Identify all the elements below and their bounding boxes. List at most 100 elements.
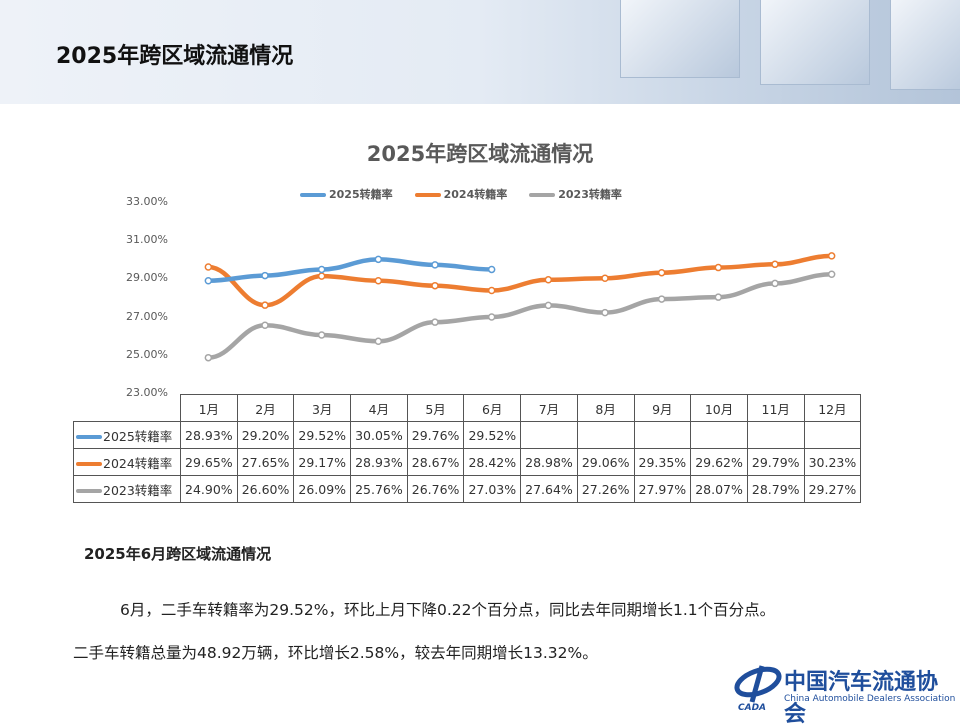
data-label: 28.93% xyxy=(350,448,408,476)
paragraph-2: 二手车转籍总量为48.92万辆，环比增长2.58%，较去年同期增长13.32%。 xyxy=(73,644,598,662)
row-label: 2024转籍率 xyxy=(103,455,173,471)
data-label: 29.17% xyxy=(293,448,352,476)
data-label: 28.42% xyxy=(463,448,522,476)
legend-2025: 2025转籍率 xyxy=(300,186,393,202)
data-point xyxy=(431,261,439,269)
y-tick-label: 31.00% xyxy=(126,233,168,247)
legend-swatch xyxy=(76,435,102,439)
month-header: 12月 xyxy=(803,394,862,422)
svg-text:CADA: CADA xyxy=(738,703,766,712)
data-label: 30.05% xyxy=(350,421,408,449)
data-point xyxy=(657,295,666,303)
data-label: 29.76% xyxy=(406,421,465,449)
data-point xyxy=(544,276,553,284)
data-label: 27.97% xyxy=(633,475,692,503)
legend-swatch xyxy=(76,462,102,466)
decorative-cube xyxy=(890,0,960,90)
data-label: 30.23% xyxy=(803,448,862,476)
data-point xyxy=(317,331,326,339)
data-label xyxy=(633,421,692,449)
month-header: 9月 xyxy=(633,394,692,422)
data-label: 29.27% xyxy=(803,475,862,503)
legend-label: 2023转籍率 xyxy=(558,188,622,201)
row-label: 2025转籍率 xyxy=(103,428,173,444)
section-subtitle: 2025年6月跨区域流通情况 xyxy=(84,545,272,563)
month-header: 4月 xyxy=(350,394,408,422)
data-point xyxy=(771,279,779,288)
row-legend: 2024转籍率 xyxy=(73,448,181,476)
decorative-cube xyxy=(760,0,870,85)
data-label: 29.62% xyxy=(690,448,748,476)
data-label: 29.20% xyxy=(236,421,295,449)
data-point xyxy=(374,255,383,264)
data-label: 27.26% xyxy=(576,475,635,503)
data-point xyxy=(431,318,439,326)
month-header: 1月 xyxy=(180,394,238,422)
data-point xyxy=(601,274,609,283)
data-point xyxy=(714,293,723,301)
data-label xyxy=(520,421,578,449)
data-label xyxy=(690,421,748,449)
legend-2023: 2023转籍率 xyxy=(529,186,622,202)
data-label: 25.76% xyxy=(350,475,408,503)
data-point xyxy=(317,272,326,280)
data-label: 27.64% xyxy=(520,475,578,503)
data-point xyxy=(261,321,269,329)
month-header: 5月 xyxy=(406,394,465,422)
data-point xyxy=(827,252,836,260)
y-tick-label: 33.00% xyxy=(126,195,168,208)
y-tick-label: 25.00% xyxy=(126,347,168,361)
data-point xyxy=(657,268,666,277)
data-label: 29.52% xyxy=(293,421,352,449)
data-point xyxy=(487,286,496,295)
data-point xyxy=(714,263,723,272)
data-point xyxy=(204,276,213,285)
data-label: 29.06% xyxy=(576,448,635,476)
data-label: 28.93% xyxy=(180,421,238,449)
decorative-cube xyxy=(620,0,740,78)
page-title: 2025年跨区域流通情况 xyxy=(56,44,294,69)
chart-title: 2025年跨区域流通情况 xyxy=(366,142,594,166)
data-point xyxy=(374,276,383,285)
data-label xyxy=(746,421,805,449)
data-label: 29.79% xyxy=(746,448,805,476)
data-label: 28.67% xyxy=(406,448,465,476)
data-point xyxy=(204,263,213,271)
y-tick-label: 27.00% xyxy=(126,309,168,323)
table-row: 2023转籍率 24.90% 26.60% 26.09% 25.76% 26.76% 27.… xyxy=(73,475,862,503)
y-tick-label: 29.00% xyxy=(126,271,168,285)
data-point xyxy=(261,301,269,309)
data-point xyxy=(487,265,496,274)
data-point xyxy=(204,353,213,362)
month-header: 8月 xyxy=(576,394,635,422)
data-point xyxy=(317,265,326,274)
table-corner xyxy=(73,394,181,422)
month-header: 10月 xyxy=(690,394,748,422)
data-table: 1月 2月 3月 4月 5月 6月 7月 8月 9月 10月 11月 12月 2… xyxy=(73,394,862,503)
legend-swatch xyxy=(414,193,441,197)
data-point xyxy=(771,260,779,269)
data-point xyxy=(544,301,553,310)
month-header: 3月 xyxy=(293,394,352,422)
cada-logo: CADA 中国汽车流通协会 China Automobile Dealers A… xyxy=(732,662,957,727)
legend-label: 2024转籍率 xyxy=(443,188,508,201)
legend-swatch xyxy=(76,489,102,493)
series-line-2025转籍率 xyxy=(206,257,494,283)
data-point xyxy=(261,271,269,280)
row-label: 2023转籍率 xyxy=(103,482,173,498)
data-label: 29.35% xyxy=(633,448,692,476)
table-row: 2025转籍率 28.93% 29.20% 29.52% 30.05% 29.76% 29.… xyxy=(73,421,862,449)
month-header: 2月 xyxy=(236,394,295,422)
header-banner xyxy=(0,0,960,104)
data-label: 26.76% xyxy=(406,475,465,503)
data-label: 29.52% xyxy=(463,421,522,449)
table-header-row: 1月 2月 3月 4月 5月 6月 7月 8月 9月 10月 11月 12月 xyxy=(73,394,862,422)
logo-en: China Automobile Dealers Association xyxy=(784,694,956,704)
data-label: 26.09% xyxy=(293,475,352,503)
data-label: 24.90% xyxy=(180,475,238,503)
legend-swatch xyxy=(529,193,556,197)
data-label: 27.65% xyxy=(236,448,295,476)
data-label xyxy=(803,421,862,449)
row-legend: 2023转籍率 xyxy=(73,475,181,503)
chart-legend: 2025转籍率 2024转籍率 2023转籍率 xyxy=(300,186,622,202)
